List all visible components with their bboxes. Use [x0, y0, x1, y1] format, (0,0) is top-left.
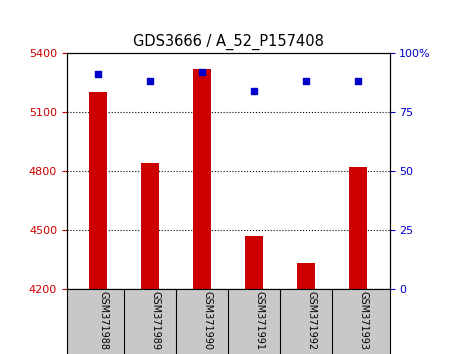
Bar: [349, 167, 367, 289]
Text: GSM371988: GSM371988: [98, 291, 108, 350]
Text: GSM371992: GSM371992: [306, 291, 316, 350]
Text: GSM371990: GSM371990: [202, 291, 212, 350]
Point: [250, 88, 258, 93]
Bar: [89, 92, 107, 289]
Text: GSM371989: GSM371989: [150, 291, 160, 350]
Title: GDS3666 / A_52_P157408: GDS3666 / A_52_P157408: [133, 34, 324, 50]
Point: [147, 79, 154, 84]
Bar: [141, 163, 159, 289]
Point: [355, 79, 362, 84]
Bar: [193, 69, 211, 289]
Bar: [297, 263, 315, 289]
Point: [95, 72, 102, 77]
Point: [302, 79, 310, 84]
Point: [199, 69, 206, 75]
Text: GSM371993: GSM371993: [358, 291, 368, 350]
Text: GSM371991: GSM371991: [254, 291, 264, 350]
Bar: [245, 235, 263, 289]
